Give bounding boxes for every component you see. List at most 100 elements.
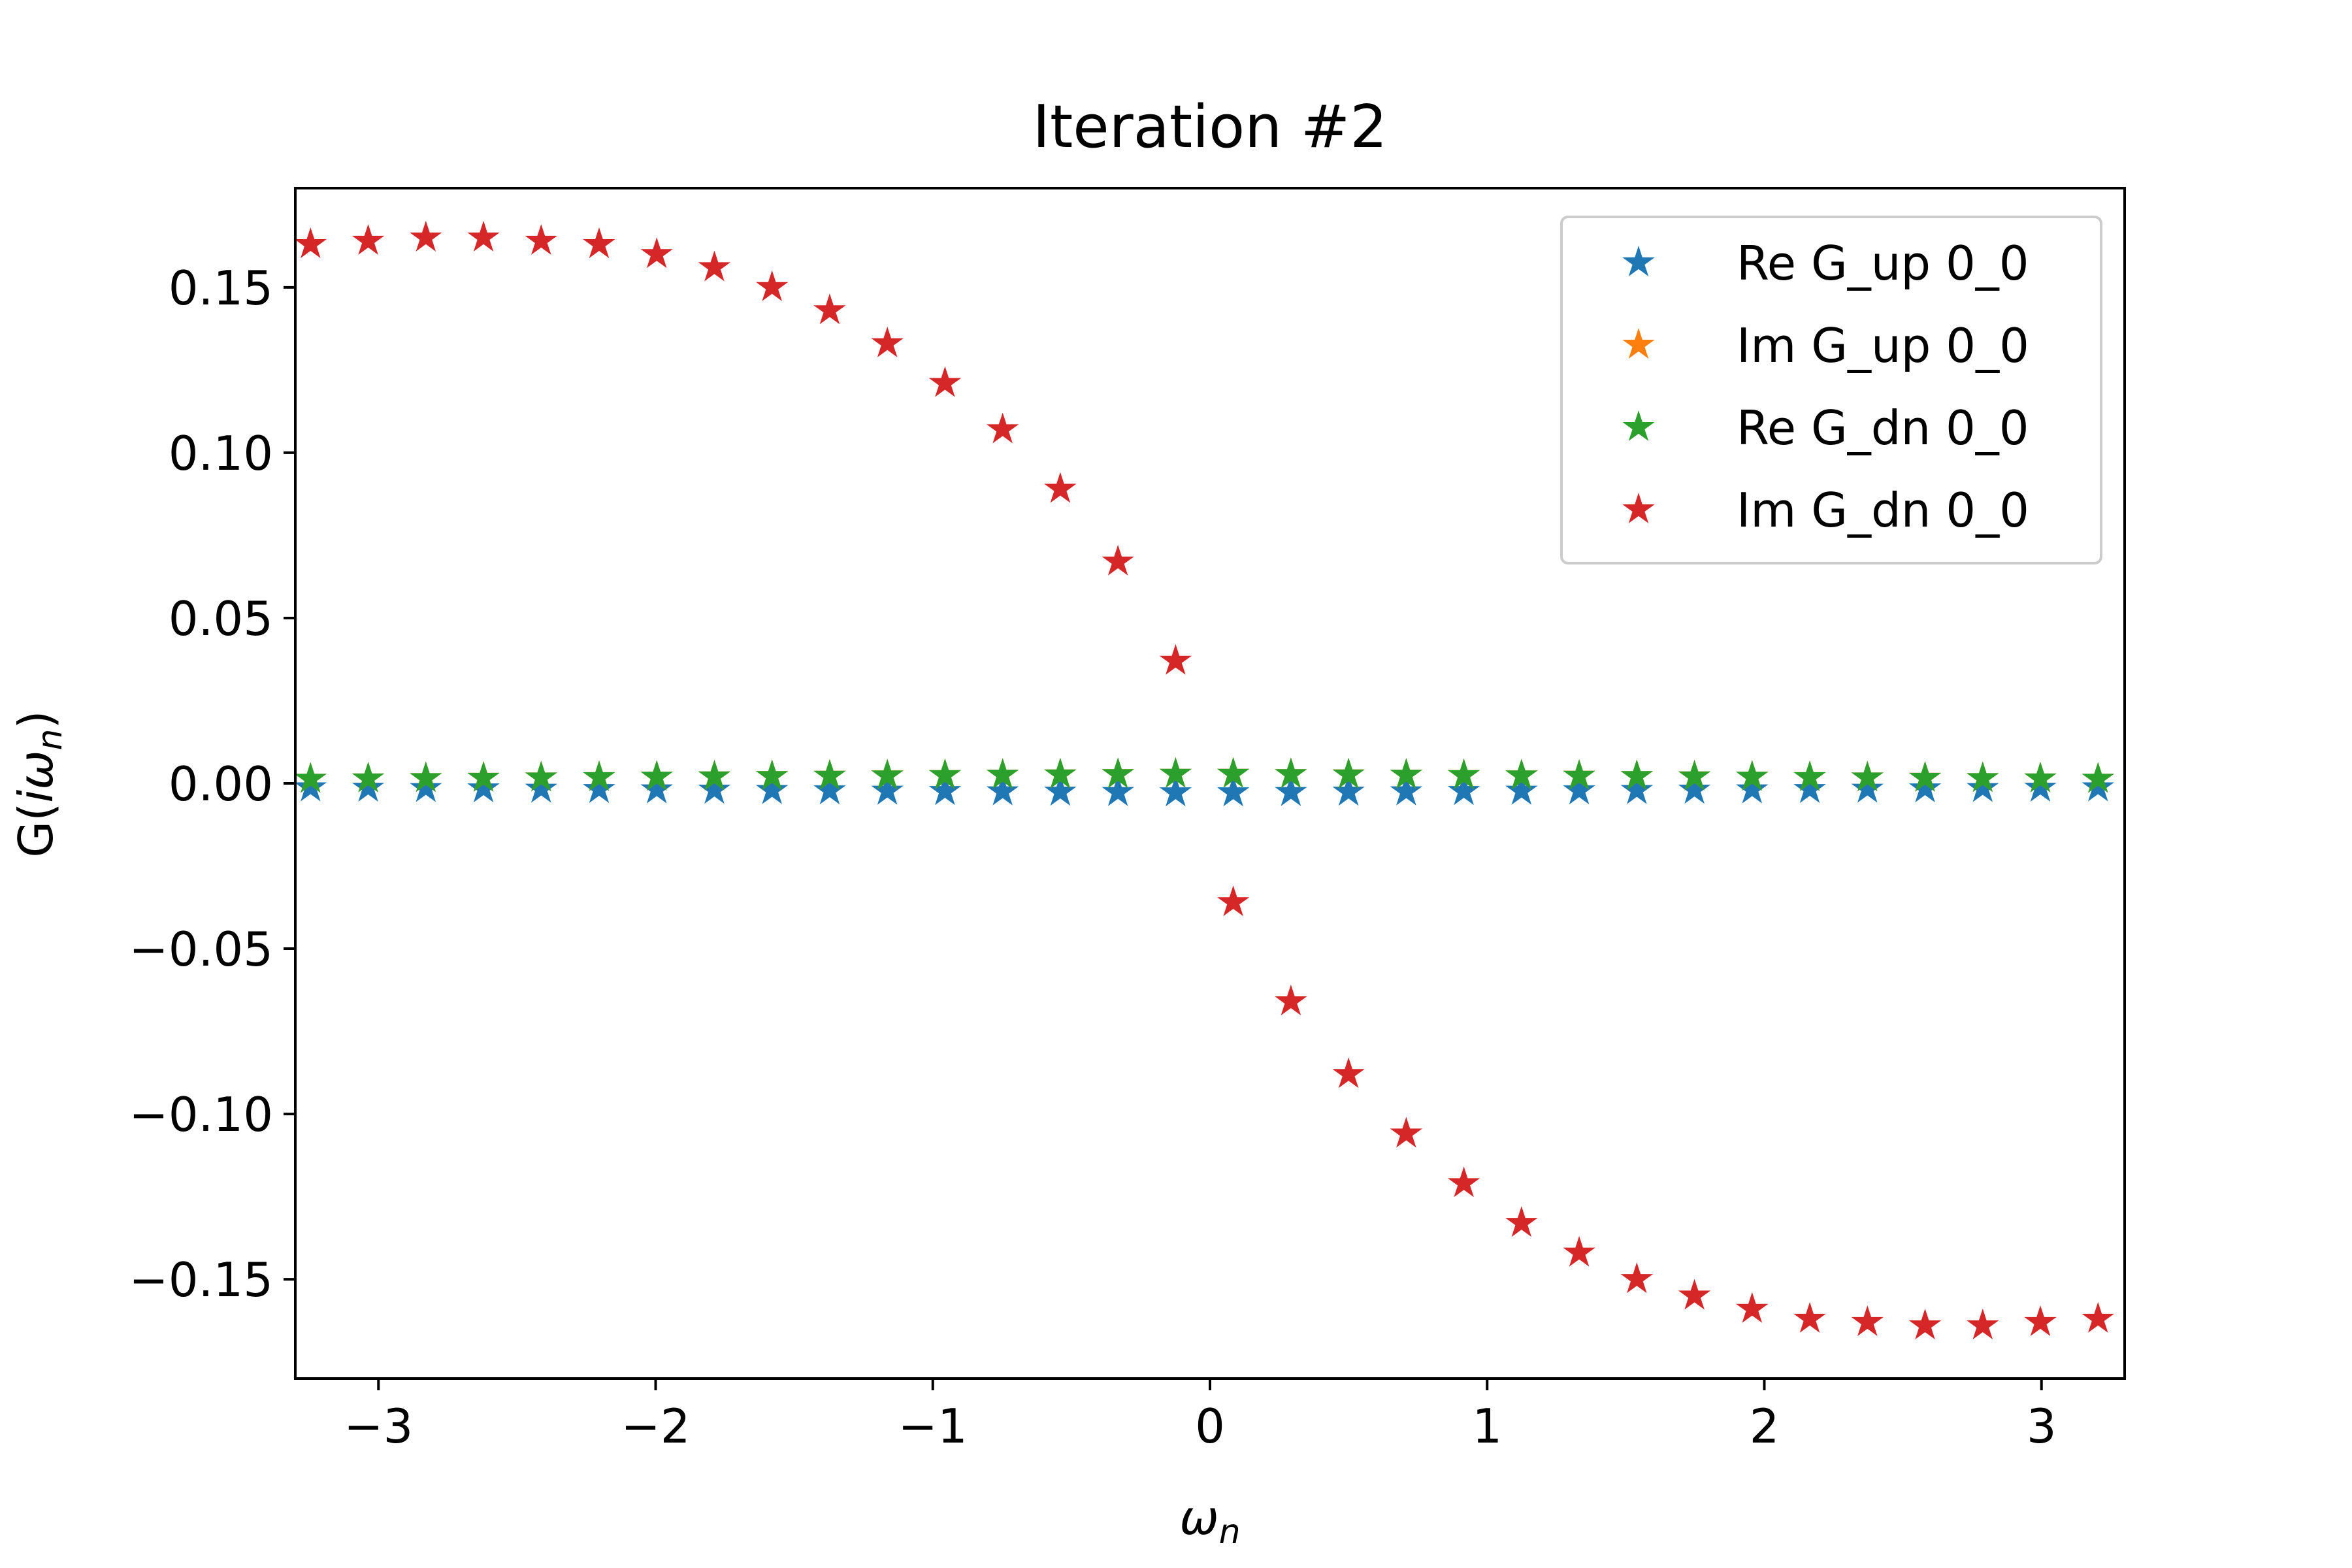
data-point [583,760,615,791]
data-point [2082,762,2114,793]
legend: Re G_up 0_0 Im G_up 0_0 Re G_dn 0_0 Im G_dn… [1560,216,2102,564]
data-point [1390,774,1423,806]
data-point [640,237,673,269]
plot-area [294,220,2114,1340]
data-point [1736,760,1769,791]
x-tick-label: 3 [2027,1399,2057,1454]
data-point [1217,885,1250,917]
y-tick-label: 0.15 [169,261,273,316]
y-tick-label: −0.10 [129,1087,273,1142]
data-point [1102,775,1134,806]
chart-title: Iteration #2 [1032,93,1387,161]
data-point [1736,1292,1769,1323]
data-point [871,774,904,805]
y-tick-label: −0.05 [129,922,273,977]
data-point [986,412,1019,444]
data-point [698,773,731,804]
axes: −3 −2 −1 0 1 2 3 0.15 0.10 0.05 0.00 −0.05 −0.10 −0.1… [129,187,2126,1454]
data-point [467,220,500,252]
y-axis-label: G(iωn) [8,710,70,857]
x-tick-label: −1 [898,1399,968,1454]
data-point [1332,1057,1365,1088]
data-point [756,759,789,791]
data-point [351,224,385,255]
data-point [583,227,615,259]
data-point [1390,758,1423,789]
data-point [1851,772,1884,803]
data-point [2024,771,2057,802]
data-point [1678,773,1711,804]
data-point [583,772,615,804]
data-point [698,759,731,791]
data-point [1967,771,1999,802]
data-point [1620,759,1654,791]
data-point [1736,772,1769,804]
data-point [2082,1301,2114,1333]
data-point [1678,759,1711,791]
data-point [1275,775,1307,806]
data-point [1102,544,1134,576]
legend-label: Im G_dn 0_0 [1737,483,2029,538]
data-point [871,326,904,357]
data-point [1332,775,1365,806]
data-point [1159,644,1192,675]
data-point [2024,761,2057,792]
data-point [351,771,385,802]
data-point [1159,776,1192,807]
data-point [1217,776,1250,807]
data-point [1447,1166,1480,1198]
data-point [1678,1279,1711,1310]
data-point [928,774,962,806]
data-point [1505,774,1538,805]
legend-marker [1622,246,1655,276]
data-point [928,366,962,397]
data-point [698,250,731,282]
data-point [1217,757,1250,788]
x-axis-label: ωn [1179,1490,1240,1552]
data-point [1044,775,1077,806]
y-tick-label: 0.05 [169,591,273,646]
data-point [467,772,500,803]
data-point [2024,1305,2057,1336]
data-point [1390,1117,1423,1148]
data-point [525,224,557,255]
data-point [1044,472,1077,503]
y-tick-label: −0.15 [129,1252,273,1307]
data-point [813,293,846,325]
x-tick-label: 1 [1472,1399,1502,1454]
data-point [813,774,846,805]
data-point [928,758,962,789]
series-3 [294,757,2114,793]
data-point [1908,772,1942,803]
data-point [1275,757,1307,789]
y-tick-label: 0.10 [169,426,273,481]
data-point [1505,1206,1538,1237]
legend-marker [1622,328,1655,359]
data-point [1044,757,1077,789]
data-point [1908,760,1942,792]
data-point [294,762,327,793]
data-point [1620,773,1654,804]
data-point [1620,1262,1654,1294]
data-point [294,770,327,802]
data-point [1793,1301,1826,1333]
data-point [1102,757,1134,789]
data-point [294,227,327,259]
data-point [986,758,1019,789]
data-point [525,772,557,803]
data-point [525,760,557,792]
data-point [1447,758,1480,789]
x-tick-label: −2 [621,1399,690,1454]
data-point [1793,772,1826,804]
data-point [756,270,789,301]
x-tick-label: 2 [1750,1399,1780,1454]
data-point [1505,759,1538,790]
x-tick-label: −3 [344,1399,413,1454]
data-point [351,761,385,792]
data-point [1275,985,1307,1016]
y-tick-label: 0.00 [169,757,273,811]
data-point [1967,1309,1999,1340]
data-point [756,773,789,804]
data-point [1159,757,1192,788]
data-point [467,760,500,792]
